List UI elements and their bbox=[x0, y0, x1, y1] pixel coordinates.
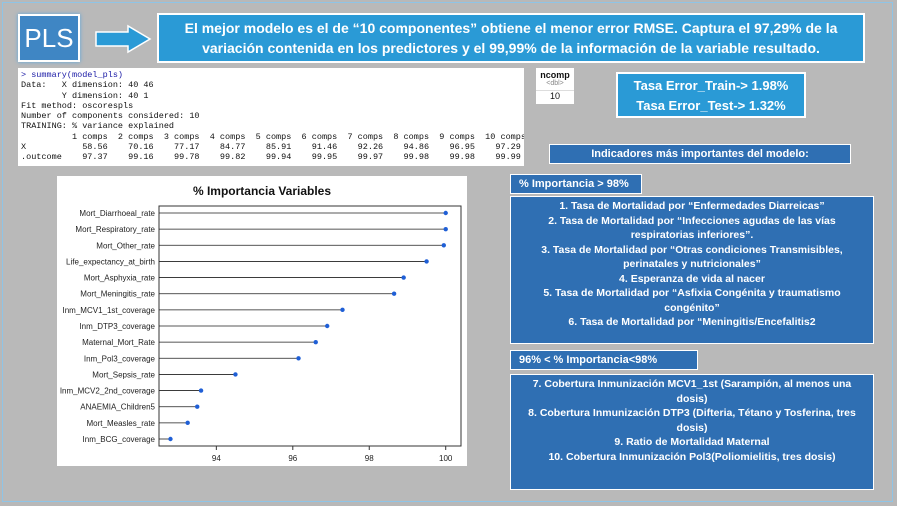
console-line: X 58.56 70.16 77.17 84.77 85.91 91.46 92… bbox=[21, 142, 521, 153]
group2-label: 96% < % Importancia<98% bbox=[510, 350, 698, 370]
console-line: Fit method: oscorespls bbox=[21, 100, 134, 111]
chart-title: % Importancia Variables bbox=[192, 184, 332, 198]
console-line: .outcome 97.37 99.16 99.78 99.82 99.94 9… bbox=[21, 152, 521, 163]
data-point bbox=[185, 420, 190, 426]
category-label: Mort_Respiratory_rate bbox=[75, 225, 155, 234]
category-label: Mort_Measles_rate bbox=[87, 419, 156, 428]
ncomp-type: <dbl> bbox=[546, 80, 564, 87]
summary-text: El mejor modelo es el de “10 componentes… bbox=[184, 20, 838, 56]
r-console-output: > summary(model_pls) Data: X dimension: 4… bbox=[18, 68, 524, 166]
data-point bbox=[443, 210, 448, 216]
group2-list: 7. Cobertura Inmunización MCV1_1st (Sara… bbox=[510, 374, 874, 490]
category-label: Mort_Asphyxia_rate bbox=[84, 274, 156, 283]
x-tick-label: 100 bbox=[439, 454, 453, 463]
x-tick-label: 96 bbox=[288, 454, 297, 463]
console-line: Y dimension: 40 1 bbox=[21, 90, 149, 101]
console-line: TRAINING: % variance explained bbox=[21, 121, 175, 132]
category-label: Inm_BCG_coverage bbox=[83, 435, 156, 444]
category-label: Mort_Other_rate bbox=[96, 241, 155, 250]
console-line: Data: X dimension: 40 46 bbox=[21, 80, 154, 91]
data-point bbox=[198, 388, 204, 393]
list-item: 1. Tasa de Mortalidad por “Enfermedades … bbox=[559, 200, 825, 212]
data-point bbox=[441, 243, 446, 248]
importance-chart: % Importancia Variables Mort_Diarrhoeal_… bbox=[57, 176, 467, 466]
list-item: 9. Ratio de Mortalidad Maternal bbox=[614, 436, 770, 448]
data-point bbox=[391, 291, 397, 296]
test-error: Tasa Error_Test-> 1.32% bbox=[636, 98, 786, 113]
data-point bbox=[313, 339, 318, 345]
list-item: 7. Cobertura Inmunización MCV1_1st (Sara… bbox=[532, 378, 852, 405]
list-item: 5. Tasa de Mortalidad por “Asfixia Congé… bbox=[543, 287, 841, 314]
chart-plot: Mort_Diarrhoeal_rate Mort_Respiratory_rat… bbox=[60, 205, 462, 463]
data-point bbox=[168, 436, 173, 442]
data-point bbox=[296, 356, 301, 361]
error-rates-box: Tasa Error_Train-> 1.98% Tasa Error_Test… bbox=[616, 72, 806, 118]
x-tick-label: 98 bbox=[365, 454, 374, 463]
category-label: Inm_MCV2_2nd_coverage bbox=[60, 387, 156, 396]
x-tick-label: 94 bbox=[212, 454, 221, 463]
category-label: Maternal_Mort_Rate bbox=[82, 338, 155, 347]
console-line: Number of components considered: 10 bbox=[21, 111, 200, 122]
list-item: 2. Tasa de Mortalidad por “Infecciones a… bbox=[548, 214, 836, 242]
list-item: 4. Esperanza de vida al nacer bbox=[619, 272, 765, 285]
right-arrow-icon bbox=[95, 24, 152, 54]
data-point bbox=[443, 226, 448, 232]
category-label: Inm_DTP3_coverage bbox=[79, 322, 155, 331]
data-point bbox=[325, 323, 330, 329]
category-label: Life_expectancy_at_birth bbox=[66, 257, 155, 266]
pls-logo: PLS bbox=[18, 14, 80, 62]
category-label: Mort_Sepsis_rate bbox=[92, 370, 155, 379]
console-line: 1 comps 2 comps 3 comps 4 comps 5 comps … bbox=[21, 131, 524, 142]
category-label: Mort_Diarrhoeal_rate bbox=[79, 209, 155, 218]
category-label: Inm_Pol3_coverage bbox=[84, 354, 156, 363]
data-point bbox=[401, 275, 406, 280]
category-label: Mort_Meningitis_rate bbox=[80, 290, 155, 299]
list-item: 8. Cobertura Inmunización DTP3 (Difteria… bbox=[528, 407, 856, 434]
list-item: 6. Tasa de Mortalidad por “Meningitis/En… bbox=[568, 316, 816, 328]
train-error: Tasa Error_Train-> 1.98% bbox=[633, 78, 789, 93]
data-point bbox=[195, 404, 200, 409]
list-item: 10. Cobertura Inmunización Pol3(Poliomie… bbox=[548, 450, 836, 463]
category-label: Inm_MCV1_1st_coverage bbox=[63, 306, 156, 315]
group1-label: % Importancia > 98% bbox=[510, 174, 642, 194]
pls-logo-text: PLS bbox=[24, 22, 74, 53]
category-label: ANAEMIA_Children5 bbox=[80, 403, 155, 412]
ncomp-table: ncomp <dbl> 10 bbox=[536, 68, 574, 104]
data-point bbox=[424, 259, 429, 264]
ncomp-value: 10 bbox=[536, 90, 574, 101]
data-point bbox=[340, 307, 345, 313]
summary-banner: El mejor modelo es el de “10 componentes… bbox=[157, 13, 865, 63]
data-point bbox=[233, 372, 238, 377]
list-item: 3. Tasa de Mortalidad por “Otras condici… bbox=[541, 243, 843, 271]
console-line: > summary(model_pls) bbox=[21, 70, 124, 80]
indicators-title: Indicadores más importantes del modelo: bbox=[549, 144, 851, 164]
ncomp-header: ncomp bbox=[540, 70, 570, 80]
group1-list: 1. Tasa de Mortalidad por “Enfermedades … bbox=[510, 196, 874, 344]
